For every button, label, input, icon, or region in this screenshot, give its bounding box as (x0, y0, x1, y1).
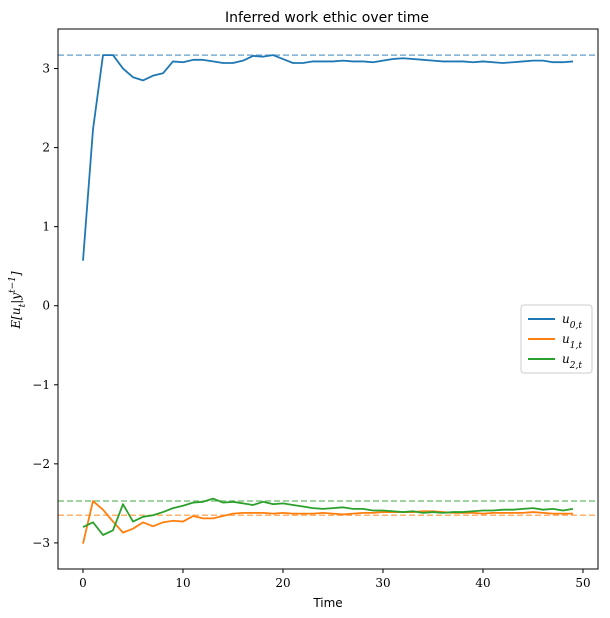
reference-lines (58, 54, 598, 516)
x-tick-label: 0 (79, 576, 87, 590)
y-tick-label: 2 (42, 141, 50, 155)
series-line-u1 (82, 500, 573, 544)
y-tick-label: −3 (32, 536, 50, 550)
y-axis: −3 −2 −1 0 1 2 3 (32, 62, 58, 550)
legend-box (520, 304, 593, 374)
series-line-u2 (82, 497, 574, 536)
x-axis-title: Time (312, 596, 342, 610)
legend: u0,t u1,t u2,t (520, 304, 593, 374)
x-tick-label: 20 (275, 576, 290, 590)
x-tick-label: 30 (375, 576, 390, 590)
x-tick-label: 10 (175, 576, 190, 590)
chart-title: Inferred work ethic over time (225, 10, 429, 26)
x-tick-label: 50 (575, 576, 590, 590)
y-tick-label: −2 (32, 457, 50, 471)
x-tick-label: 40 (475, 576, 490, 590)
plot-frame (57, 28, 599, 570)
y-tick-label: −1 (32, 378, 50, 392)
x-axis: 0 10 20 30 40 50 (79, 569, 591, 590)
series-lines (82, 54, 574, 544)
y-axis-title: E[ut|yt−1] (8, 271, 28, 330)
y-tick-label: 0 (42, 299, 50, 313)
y-tick-label: 3 (42, 62, 50, 76)
y-tick-label: 1 (42, 220, 50, 234)
series-line-u0 (82, 54, 574, 261)
